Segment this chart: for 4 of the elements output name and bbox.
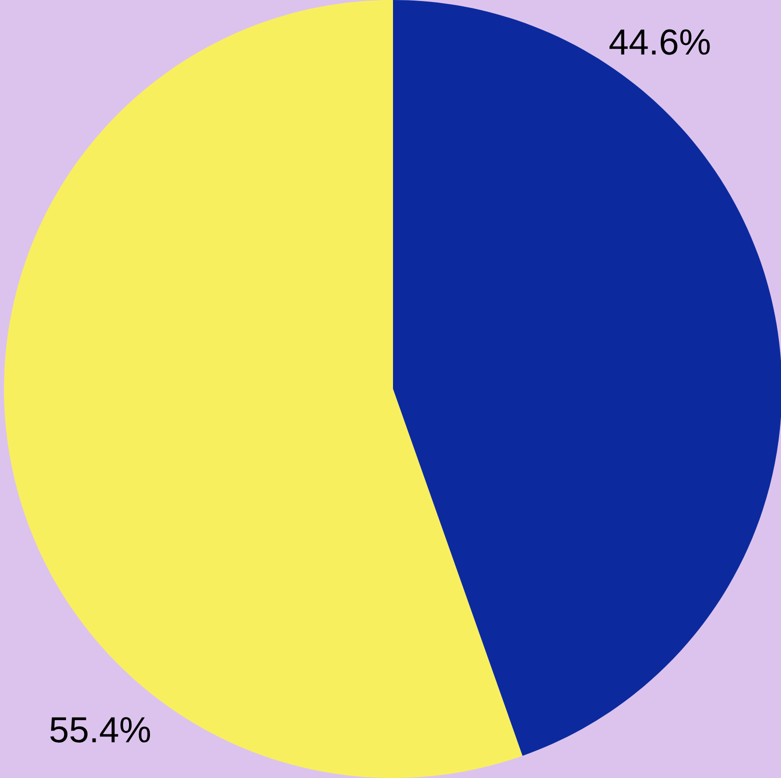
data-label: 44.6%: [609, 29, 710, 55]
pie-slice: [393, 0, 781, 756]
data-label: 55.4%: [50, 717, 150, 743]
pie-slice: [4, 0, 522, 778]
